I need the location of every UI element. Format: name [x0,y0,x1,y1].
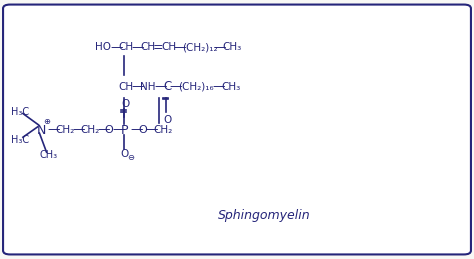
Text: O: O [121,149,129,159]
Text: =: = [153,41,163,54]
Text: —: — [131,41,144,54]
Text: CH₃: CH₃ [221,82,240,92]
Text: —: — [173,41,186,54]
Text: ⊖: ⊖ [128,153,134,162]
Text: HO: HO [95,42,111,52]
Text: —: — [212,81,225,93]
Text: —: — [170,81,182,93]
Text: O: O [105,125,113,135]
Text: (CH₂)₁₂: (CH₂)₁₂ [182,42,218,52]
Text: —: — [110,41,123,54]
Text: —: — [213,41,226,54]
Text: —: — [146,123,158,136]
Text: H₃C: H₃C [11,107,29,117]
Text: CH₃: CH₃ [222,42,241,52]
Text: —: — [155,81,167,93]
Text: Sphingomyelin: Sphingomyelin [218,209,311,222]
Text: CH: CH [140,42,155,52]
Text: CH₂: CH₂ [81,125,100,135]
Text: CH: CH [161,42,176,52]
Text: —: — [112,123,125,136]
Text: CH: CH [119,82,134,92]
Text: O: O [163,116,172,125]
Text: —: — [131,81,144,93]
Text: —: — [131,123,143,136]
Text: —: — [73,123,85,136]
Text: (CH₂)₁₆: (CH₂)₁₆ [178,82,214,92]
Text: C: C [163,81,172,93]
Text: O: O [138,125,147,135]
Text: CH₂: CH₂ [154,125,173,135]
Text: H₃C: H₃C [11,135,29,145]
FancyBboxPatch shape [3,5,471,254]
Text: P: P [120,124,128,137]
Text: NH: NH [140,82,155,92]
Text: CH: CH [119,42,134,52]
Text: ⊕: ⊕ [43,117,50,126]
Text: CH₂: CH₂ [55,125,75,135]
Text: O: O [121,99,129,109]
Text: CH₃: CH₃ [39,150,57,160]
Text: —: — [97,123,109,136]
Text: —: — [47,123,60,136]
Text: N: N [36,124,46,136]
